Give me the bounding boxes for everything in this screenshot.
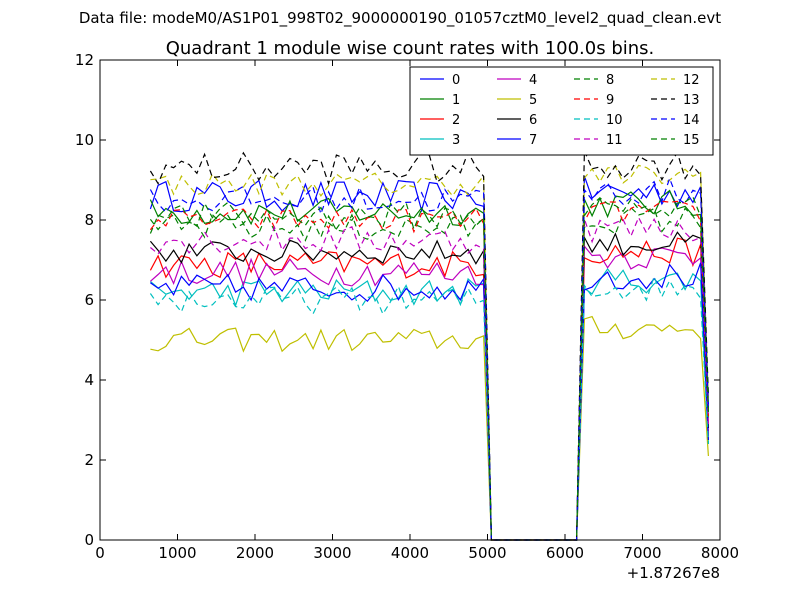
legend-label-13: 13 xyxy=(683,93,700,108)
series-line-3 xyxy=(150,267,709,541)
series-line-1 xyxy=(149,189,709,541)
y-tick-label: 12 xyxy=(75,51,94,69)
series-line-14 xyxy=(149,176,709,541)
x-tick-label: 5000 xyxy=(468,544,506,562)
legend-label-0: 0 xyxy=(452,73,460,88)
y-tick-label: 10 xyxy=(75,131,94,149)
legend-frame xyxy=(409,66,714,156)
legend-label-10: 10 xyxy=(606,113,623,128)
series-line-2 xyxy=(149,237,709,541)
figure-suptitle: Data file: modeM0/AS1P01_998T02_90000001… xyxy=(79,9,721,28)
x-tick-label: 6000 xyxy=(546,544,584,562)
legend-label-5: 5 xyxy=(529,93,537,108)
series-line-0 xyxy=(149,175,709,541)
series-line-15 xyxy=(149,195,709,541)
x-tick-label: 1000 xyxy=(158,544,196,562)
y-tick-label: 2 xyxy=(84,451,94,469)
series-line-4 xyxy=(150,244,709,541)
series-line-9 xyxy=(149,200,709,541)
legend-label-3: 3 xyxy=(452,133,460,148)
legend-label-12: 12 xyxy=(683,73,700,88)
legend-label-8: 8 xyxy=(606,73,614,88)
y-tick-label: 8 xyxy=(84,211,94,229)
y-tick-label: 4 xyxy=(84,371,94,389)
legend-label-6: 6 xyxy=(529,113,537,128)
x-tick-label: 8000 xyxy=(701,544,739,562)
legend-label-9: 9 xyxy=(606,93,614,108)
series-line-12 xyxy=(150,164,709,541)
series-line-5 xyxy=(150,315,709,541)
legend-label-14: 14 xyxy=(683,113,700,128)
legend-label-11: 11 xyxy=(606,133,623,148)
series-layer xyxy=(149,150,709,541)
x-tick-label: 0 xyxy=(95,544,105,562)
series-line-7 xyxy=(150,262,709,541)
x-offset-label: +1.87267e8 xyxy=(627,564,720,582)
x-tick-label: 2000 xyxy=(236,544,274,562)
x-tick-label: 7000 xyxy=(623,544,661,562)
legend-label-7: 7 xyxy=(529,133,537,148)
y-tick-label: 0 xyxy=(84,531,94,549)
series-line-6 xyxy=(149,231,709,541)
y-tick-label: 6 xyxy=(84,291,94,309)
x-tick-label: 4000 xyxy=(391,544,429,562)
series-line-11 xyxy=(150,216,709,541)
chart-title: Quadrant 1 module wise count rates with … xyxy=(166,38,655,59)
legend-label-15: 15 xyxy=(683,133,700,148)
legend-label-4: 4 xyxy=(529,73,537,88)
x-tick-label: 3000 xyxy=(313,544,351,562)
legend-label-2: 2 xyxy=(452,113,460,128)
legend-label-1: 1 xyxy=(452,93,460,108)
series-line-8 xyxy=(149,206,709,541)
tick-layer: 0 1000 2000 3000 4000 5000 6000 7000 80000246810… xyxy=(75,51,739,562)
series-line-10 xyxy=(149,274,709,541)
series-line-13 xyxy=(149,150,709,541)
